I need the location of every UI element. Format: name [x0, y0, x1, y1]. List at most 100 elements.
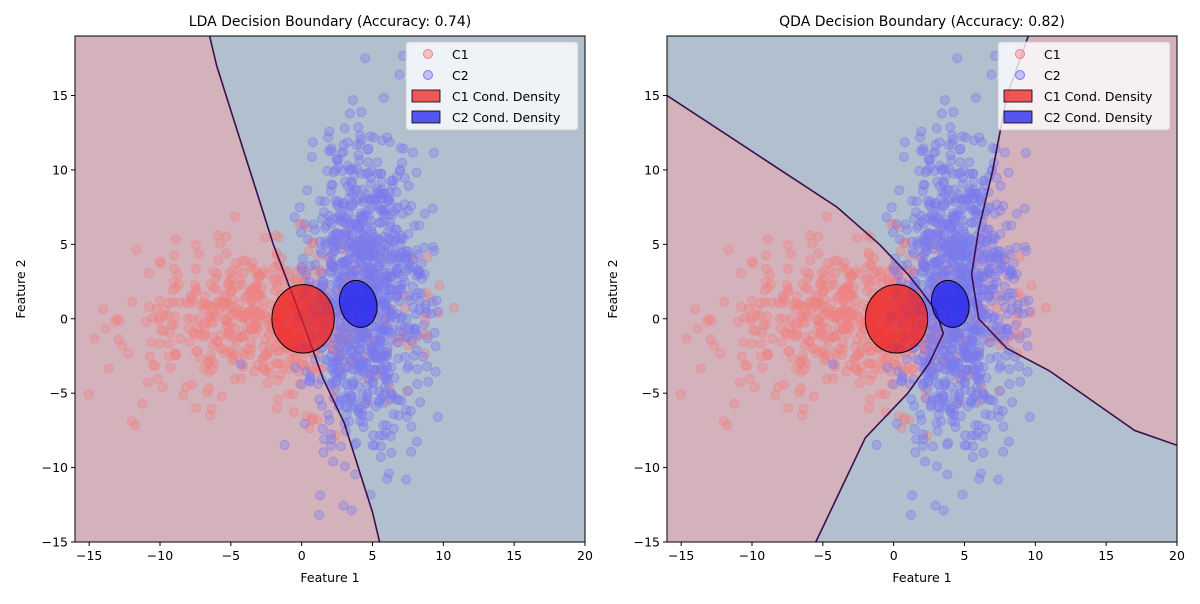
lda-legend-c1-label: C1: [452, 47, 469, 62]
qda-point-c1: [761, 250, 772, 261]
lda-point-c1: [242, 343, 253, 354]
lda-point-c1: [152, 373, 163, 384]
lda-point-c1: [238, 331, 249, 342]
qda-point-c1: [798, 403, 809, 414]
lda-x-tick-label: 10: [435, 548, 451, 563]
qda-point-c2: [827, 359, 838, 370]
lda-point-c2: [336, 441, 346, 452]
qda-point-c2: [894, 185, 905, 196]
lda-point-c2: [380, 188, 391, 199]
qda-point-c2: [909, 268, 919, 279]
qda-point-c2: [1021, 245, 1032, 256]
qda-point-c1: [1025, 308, 1036, 318]
lda-point-c2: [393, 353, 403, 364]
lda-point-c1: [159, 304, 170, 315]
lda-point-c2: [416, 288, 427, 299]
qda-point-c1: [841, 314, 852, 325]
lda-point-c1: [260, 232, 271, 243]
qda-point-c2: [967, 204, 978, 215]
qda-point-c1: [722, 420, 733, 431]
qda-point-c2: [890, 253, 901, 264]
lda-point-c2: [411, 309, 422, 319]
lda-point-c2: [339, 461, 350, 472]
qda-point-c1: [818, 345, 829, 356]
qda-point-c2: [909, 423, 920, 434]
qda-point-c1: [857, 368, 868, 379]
lda-point-c2: [391, 266, 401, 277]
lda-point-c1: [245, 337, 256, 348]
qda-point-c1: [758, 320, 769, 331]
qda-point-c2: [958, 165, 969, 176]
qda-point-c2: [918, 429, 928, 440]
lda-point-c2: [326, 351, 336, 362]
lda-point-c1: [137, 398, 148, 409]
lda-point-c2: [393, 285, 403, 296]
qda-point-c2: [932, 426, 943, 436]
qda-point-c1: [875, 389, 886, 400]
qda-point-c1: [822, 211, 832, 222]
lda-point-c1: [98, 304, 109, 315]
lda-point-c2: [406, 446, 417, 457]
qda-point-c2: [919, 214, 930, 224]
lda-point-c2: [329, 229, 340, 240]
lda-point-c1: [178, 389, 189, 400]
lda-point-c1: [123, 348, 134, 359]
qda-point-c2: [999, 147, 1010, 158]
qda-point-c2: [1021, 327, 1032, 338]
lda-point-c1: [184, 337, 195, 348]
lda-point-c2: [363, 157, 373, 168]
qda-x-tick-label: 5: [961, 548, 969, 563]
lda-point-c2: [306, 151, 317, 162]
lda-point-c2: [411, 436, 422, 447]
lda-y-tick-label: 0: [60, 311, 68, 326]
qda-point-c2: [894, 234, 905, 245]
qda-point-c2: [1014, 333, 1025, 344]
qda-point-c2: [983, 266, 993, 277]
qda-point-c2: [937, 391, 948, 401]
qda-point-c2: [936, 108, 947, 119]
lda-point-c2: [329, 333, 340, 344]
lda-legend-c1-density-patch: [411, 89, 441, 103]
lda-point-c1: [164, 338, 175, 349]
lda-point-c2: [326, 143, 337, 154]
qda-point-c1: [846, 306, 857, 317]
qda-point-c2: [1012, 299, 1023, 310]
lda-point-c2: [369, 268, 379, 279]
qda-point-c2: [974, 271, 985, 282]
lda-point-c1: [229, 374, 240, 384]
qda-point-c2: [905, 379, 915, 390]
qda-point-c2: [998, 446, 1009, 457]
qda-point-c2: [907, 490, 918, 501]
qda-point-c2: [982, 259, 993, 270]
lda-point-c2: [430, 366, 441, 377]
qda-point-c2: [947, 130, 958, 141]
qda-point-c1: [864, 359, 875, 369]
lda-point-c2: [382, 132, 393, 143]
lda-point-c2: [420, 303, 431, 314]
lda-point-c2: [378, 420, 389, 431]
qda-point-c2: [934, 402, 945, 413]
qda-point-c2: [955, 345, 966, 356]
lda-point-c2: [367, 201, 378, 212]
qda-point-c1: [825, 265, 836, 276]
qda-point-c2: [912, 239, 923, 250]
qda-point-c2: [958, 221, 969, 232]
qda-point-c2: [1010, 320, 1021, 330]
qda-point-c2: [974, 132, 985, 143]
lda-y-tick-label: 10: [52, 162, 68, 177]
qda-point-c1: [719, 296, 730, 307]
qda-point-c2: [928, 441, 938, 452]
qda-legend-frame: [997, 41, 1171, 131]
lda-point-c1: [117, 340, 128, 351]
qda-point-c1: [804, 297, 815, 307]
lda-point-c1: [301, 410, 312, 421]
qda-point-c2: [953, 336, 964, 347]
qda-point-c1: [865, 346, 876, 357]
qda-point-c2: [1004, 364, 1015, 375]
lda-point-c1: [191, 263, 201, 274]
qda-point-c2: [964, 157, 975, 168]
qda-point-c1: [734, 377, 745, 388]
qda-point-c2: [972, 188, 983, 199]
lda-point-c1: [131, 244, 142, 255]
